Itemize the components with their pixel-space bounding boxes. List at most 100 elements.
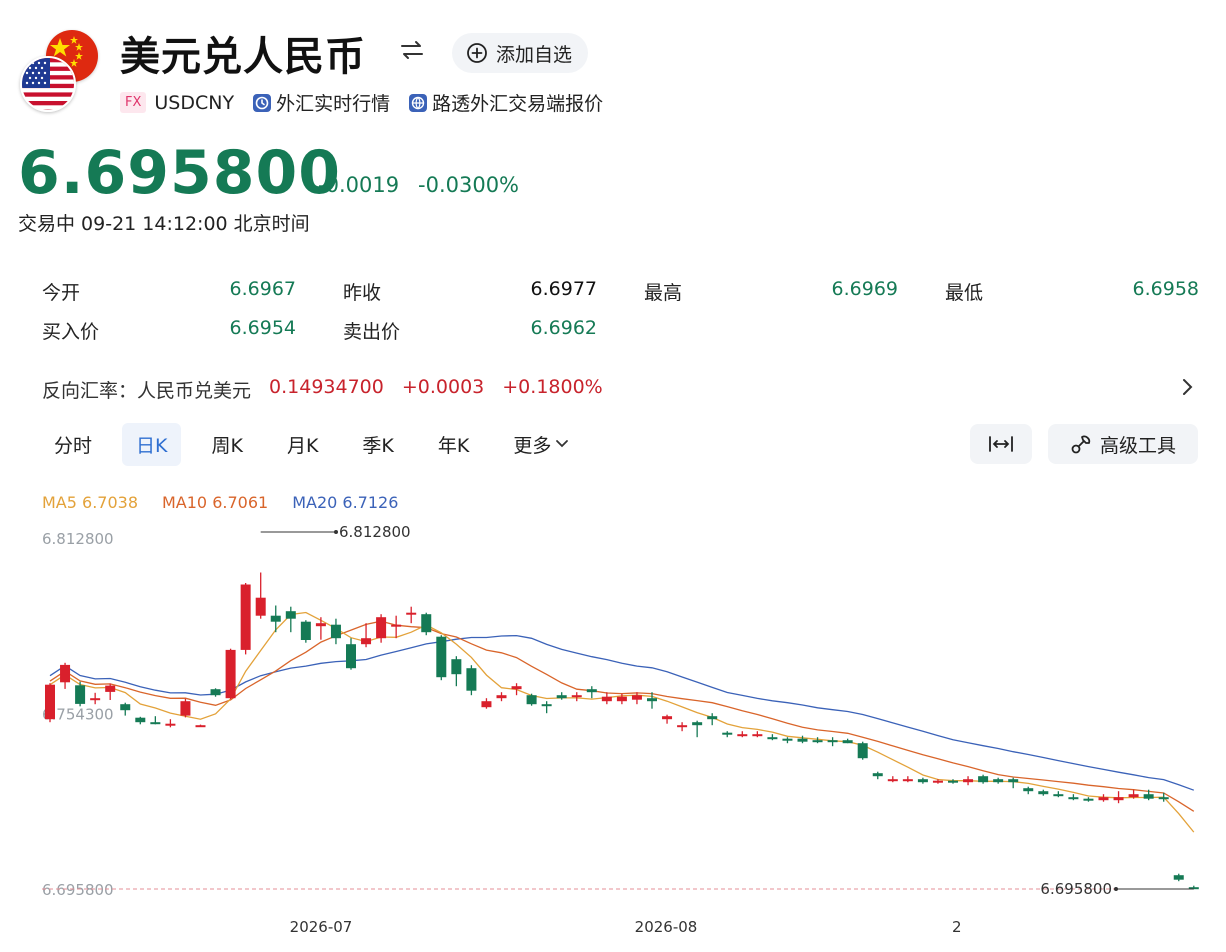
candle-body bbox=[932, 780, 943, 783]
candle-body bbox=[436, 636, 447, 678]
advanced-tools-button[interactable]: 高级工具 bbox=[1048, 424, 1198, 464]
candle-body bbox=[1038, 791, 1049, 795]
candle-body bbox=[481, 701, 492, 708]
candle-body bbox=[1053, 794, 1064, 797]
candle-body bbox=[1173, 875, 1184, 880]
last-marker-dot bbox=[1114, 887, 1118, 891]
tools-icon bbox=[1071, 435, 1091, 454]
candle-body bbox=[917, 779, 928, 783]
candle-body bbox=[45, 684, 55, 720]
reverse-rate-change-percent: +0.1800% bbox=[502, 376, 603, 398]
candle-body bbox=[812, 740, 823, 743]
y-tick-label: 6.812800 bbox=[42, 530, 114, 548]
tab-daily[interactable]: 日K bbox=[122, 422, 182, 466]
fit-width-button[interactable] bbox=[970, 424, 1032, 464]
candle-body bbox=[692, 722, 703, 726]
globe-icon bbox=[409, 93, 428, 112]
candle-body bbox=[1083, 798, 1094, 801]
candle-body bbox=[662, 716, 673, 720]
candle-body bbox=[376, 617, 387, 639]
candle-body bbox=[857, 743, 868, 759]
candle-body bbox=[902, 779, 913, 782]
candle-body bbox=[180, 701, 191, 716]
candle-body bbox=[421, 614, 432, 633]
candle-body bbox=[75, 685, 86, 704]
source-realtime[interactable]: 外汇实时行情 bbox=[252, 89, 390, 116]
ma-legend: MA5 6.7038 MA10 6.7061 MA20 6.7126 bbox=[42, 493, 398, 512]
last-marker-label: 6.695800 bbox=[1040, 880, 1112, 898]
high-value: 6.6969 bbox=[831, 278, 898, 300]
candle-body bbox=[285, 611, 296, 619]
x-tick-label: 2 bbox=[952, 918, 962, 936]
candle-body bbox=[752, 734, 763, 737]
candle-body bbox=[1008, 779, 1019, 783]
candle-body bbox=[315, 623, 326, 627]
add-watchlist-label: 添加自选 bbox=[496, 43, 573, 66]
max-marker-dot bbox=[334, 530, 338, 534]
current-price: 6.695800 bbox=[18, 138, 342, 208]
candle-body bbox=[842, 740, 853, 744]
candle-body bbox=[346, 644, 356, 669]
candle-body bbox=[270, 615, 281, 622]
open-label: 今开 bbox=[42, 282, 81, 304]
ask-value: 6.6962 bbox=[530, 317, 597, 339]
candle-body bbox=[737, 734, 748, 737]
plus-circle-icon bbox=[467, 43, 487, 63]
candle-body bbox=[616, 696, 627, 702]
y-tick-label: 6.695800 bbox=[42, 881, 114, 899]
tab-monthly[interactable]: 月K bbox=[286, 434, 319, 457]
price-change-percent: -0.0300% bbox=[418, 173, 520, 197]
tab-quarterly[interactable]: 季K bbox=[362, 434, 394, 457]
reverse-rate-value: 0.14934700 bbox=[269, 376, 384, 398]
candle-body bbox=[722, 732, 733, 735]
candle-body bbox=[631, 695, 642, 700]
candle-body bbox=[948, 780, 958, 783]
tab-more-label: 更多 bbox=[513, 434, 552, 457]
candle-body bbox=[827, 740, 838, 743]
symbol-row: FX USDCNY 外汇实时行情 路透外汇交易端报价 bbox=[120, 89, 621, 116]
prev-close-label: 昨收 bbox=[343, 282, 382, 304]
candle-body bbox=[60, 664, 71, 683]
price-change: -0.0019 bbox=[318, 173, 400, 197]
tab-yearly[interactable]: 年K bbox=[437, 434, 470, 457]
candle-body bbox=[1068, 797, 1079, 800]
chevron-right-icon[interactable] bbox=[1180, 377, 1194, 397]
candle-body bbox=[586, 689, 597, 693]
candlestick-chart[interactable]: 6.812800 6.754300 6.695800 6.812800 6.695800… bbox=[0, 515, 1226, 952]
candle-body bbox=[1143, 794, 1154, 799]
clock-icon bbox=[253, 93, 272, 112]
candle-body bbox=[496, 695, 507, 699]
symbol-code: USDCNY bbox=[154, 91, 235, 114]
candle-body bbox=[541, 704, 552, 707]
source-reuters[interactable]: 路透外汇交易端报价 bbox=[408, 89, 603, 116]
candle-body bbox=[571, 695, 582, 698]
reverse-rate-row[interactable]: 反向汇率：人民币兑美元 0.14934700 +0.0003 +0.1800% bbox=[42, 376, 603, 403]
currency-flags bbox=[20, 30, 102, 112]
add-watchlist-button[interactable]: 添加自选 bbox=[452, 33, 589, 73]
candle-body bbox=[210, 689, 221, 696]
period-tabs: 分时 日K 周K 月K 季K 年K 更多 bbox=[40, 422, 599, 466]
ma10-line bbox=[49, 620, 1195, 812]
chevron-down-icon bbox=[556, 440, 569, 448]
candle-body bbox=[526, 695, 537, 705]
ask-label: 卖出价 bbox=[343, 321, 401, 343]
candle-body bbox=[406, 612, 417, 615]
candle-body bbox=[782, 738, 793, 741]
fx-badge: FX bbox=[120, 92, 147, 113]
candle-body bbox=[1023, 788, 1034, 792]
swap-icon[interactable] bbox=[398, 38, 426, 62]
tab-intraday[interactable]: 分时 bbox=[54, 434, 93, 457]
candle-body bbox=[511, 686, 522, 690]
candle-body bbox=[391, 624, 402, 627]
candle-body bbox=[767, 737, 778, 740]
candle-body bbox=[451, 659, 462, 675]
tab-weekly[interactable]: 周K bbox=[211, 434, 243, 457]
candle-body bbox=[887, 779, 898, 782]
ma10-legend: MA10 6.7061 bbox=[162, 493, 269, 512]
candle-body bbox=[165, 723, 176, 726]
candle-body bbox=[647, 698, 657, 702]
tab-more[interactable]: 更多 bbox=[499, 423, 583, 466]
candle-body bbox=[978, 776, 989, 783]
candle-body bbox=[361, 638, 372, 645]
candle-body bbox=[707, 716, 718, 720]
